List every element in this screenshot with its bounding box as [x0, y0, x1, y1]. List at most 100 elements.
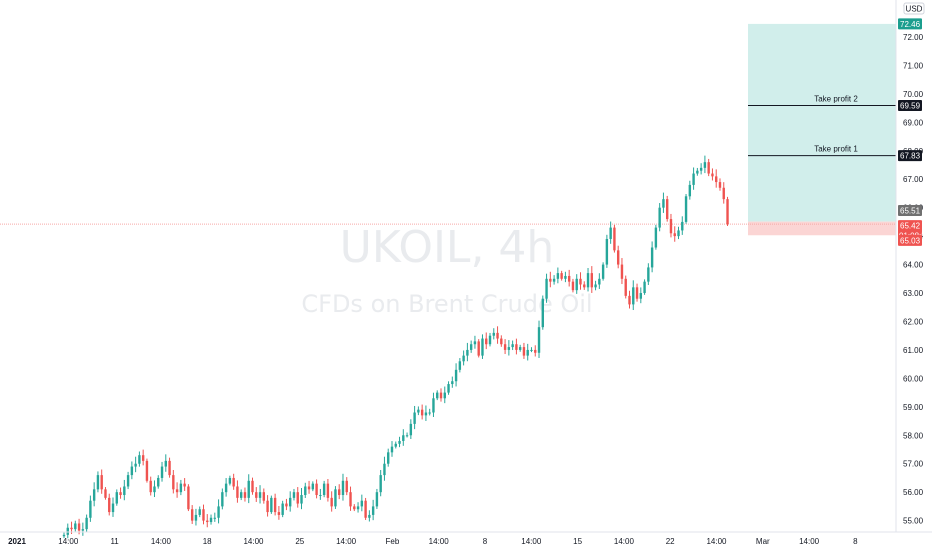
candle-body [145, 460, 149, 481]
candle-body [285, 503, 288, 507]
candle-body [119, 492, 122, 496]
candle-body [586, 273, 590, 288]
candle-body [319, 495, 322, 497]
candle-body [85, 517, 88, 530]
candle-body [390, 446, 394, 453]
long-position-tool[interactable]: Take profit 2 Take profit 1 [748, 23, 896, 236]
candle-body [206, 520, 209, 523]
candle-body [175, 489, 179, 493]
price-axis[interactable]: 73.0072.0071.0070.0069.0068.0067.0066.00… [903, 5, 924, 526]
candle-body [104, 489, 107, 498]
time-axis[interactable]: 2021 14:00 11 14:00 18 14:00 25 14:00 Feb 14:00 8 1… [8, 537, 858, 546]
price-tick-label: 67.00 [903, 175, 924, 184]
candle-body [443, 392, 446, 399]
candle-body [100, 475, 103, 490]
candle-body [334, 489, 337, 507]
candle-body [402, 435, 405, 441]
candle-body [420, 409, 424, 416]
candle-body [111, 503, 115, 513]
candle-body [583, 284, 586, 288]
candle-body [190, 509, 194, 521]
candle-body [507, 347, 511, 350]
time-tick-label: 14:00 [614, 537, 635, 546]
candle-body [726, 199, 729, 225]
candle-body [62, 534, 66, 537]
candle-body [552, 278, 556, 282]
candle-body [266, 500, 269, 513]
time-tick-label: 14:00 [429, 537, 450, 546]
candle-body [360, 500, 364, 507]
candle-body [518, 347, 522, 350]
candle-body [304, 486, 307, 496]
candle-body [236, 486, 239, 498]
candle-body [515, 344, 518, 350]
candle-body [228, 477, 232, 484]
candle-body [571, 281, 575, 291]
candle-body [315, 483, 318, 496]
time-tick-label: 22 [666, 537, 675, 546]
candle-body [711, 173, 714, 177]
candle-body [522, 347, 526, 356]
candle-body [187, 486, 190, 510]
candle-body [368, 514, 371, 518]
time-tick-label: 14:00 [151, 537, 172, 546]
candle-body [439, 392, 443, 399]
candle-body [654, 227, 658, 248]
candle-body [477, 341, 480, 356]
time-tick-label: 18 [203, 537, 212, 546]
candle-body [224, 483, 228, 493]
candle-body [669, 219, 673, 234]
candle-body [537, 327, 541, 353]
target-price-tag [898, 18, 922, 30]
candle-body [157, 477, 160, 487]
candle-body [677, 230, 680, 237]
time-tick-label: 14:00 [521, 537, 542, 546]
candle-body [70, 527, 73, 530]
price-tick-label: 69.00 [903, 118, 924, 127]
candle-body [609, 227, 612, 239]
currency-badge[interactable] [903, 2, 925, 15]
candle-body [469, 344, 473, 350]
candle-body [164, 460, 167, 467]
candle-body [605, 238, 609, 265]
profit-zone[interactable] [748, 23, 896, 222]
candle-body [198, 509, 201, 515]
candle-body [658, 207, 661, 228]
candle-body [338, 489, 341, 496]
target-price-tag-text: 72.46 [900, 20, 921, 29]
candle-body [424, 412, 428, 416]
candle-body [647, 267, 650, 282]
candle-body [262, 492, 266, 501]
candle-body [454, 369, 458, 382]
candle-body [485, 338, 488, 345]
price-tick-label: 71.00 [903, 61, 924, 70]
candle-body [239, 492, 243, 498]
candle-body [300, 495, 303, 504]
candle-body [413, 412, 416, 424]
candle-body [108, 497, 111, 513]
candle-body [624, 278, 627, 296]
candle-body [115, 492, 118, 504]
time-tick-label: Feb [386, 537, 400, 546]
candle-body [699, 167, 703, 171]
candle-body [684, 196, 688, 222]
candle-body [590, 273, 593, 288]
candle-body [545, 278, 548, 299]
candle-body [458, 361, 462, 370]
price-tick-label: 60.00 [903, 374, 924, 383]
take-profit-price-tag [898, 150, 922, 162]
candle-body [77, 523, 81, 531]
loss-zone[interactable] [748, 221, 896, 236]
candle-body [322, 483, 326, 496]
candle-body [141, 455, 145, 461]
candle-body [496, 332, 499, 339]
current-price-tag-text: 65.42 [900, 222, 921, 231]
time-tick-label: 8 [483, 537, 488, 546]
candle-body [492, 332, 495, 336]
time-tick-label: 14:00 [58, 537, 79, 546]
candle-body [383, 463, 386, 476]
candle-body [549, 278, 552, 282]
price-tick-label: 59.00 [903, 403, 924, 412]
